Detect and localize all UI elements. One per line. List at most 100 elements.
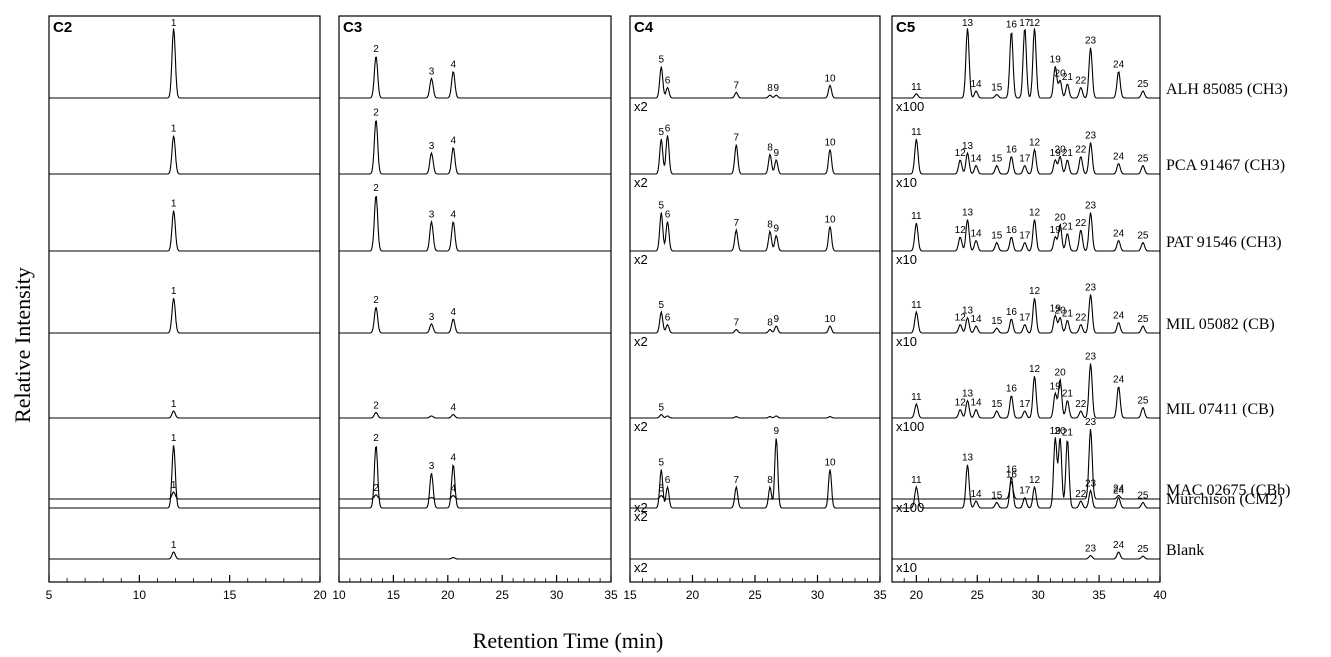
trace-7 [49,551,320,560]
peak-label: 15 [991,154,1003,165]
trace-6 [630,438,880,509]
peak-label: 24 [1113,229,1125,240]
peak-label: 17 [1019,313,1031,324]
peak-label: 8 [767,219,773,230]
trace-6 [339,446,611,509]
multiplier-label: x2 [634,252,648,267]
peak-label: 15 [991,490,1003,501]
panel-frame [629,15,881,583]
x-tick-label: 35 [604,588,618,602]
peak-label: 1 [171,18,177,29]
x-tick-label: 25 [496,588,510,602]
peak-label: 2 [373,183,379,194]
peak-label: 2 [373,107,379,118]
peak-label: 3 [429,210,435,221]
peak-label: 7 [733,133,739,144]
peak-label: 9 [773,83,779,94]
trace-6 [49,445,320,509]
x-tick-label: 25 [748,588,762,602]
peak-label: 4 [450,307,456,318]
peak-label: 1 [171,433,177,444]
multiplier-label: x2 [634,560,648,575]
peak-label: 3 [429,461,435,472]
peak-label: 23 [1085,283,1097,294]
peak-label: 14 [970,79,982,90]
peak-label: 23 [1085,417,1097,428]
peak-label: 1 [171,540,177,551]
peak-label: 2 [373,295,379,306]
peak-label: 24 [1113,540,1125,551]
peak-label: 21 [1062,148,1074,159]
peak-label: 11 [911,211,922,222]
peak-label: 12 [1029,286,1041,297]
peak-label: 11 [911,475,922,486]
peak-label: 1 [171,399,177,410]
panel-title: C3 [343,19,362,36]
x-tick-label: 35 [873,588,887,602]
peak-label: 9 [773,148,779,159]
trace-7 [339,557,611,560]
peak-label: 3 [429,312,435,323]
panel-frame [338,15,612,583]
peak-label: 12 [955,398,967,409]
peak-label: 24 [1113,486,1125,497]
x-axis-label: Retention Time (min) [473,628,664,653]
peak-label: 22 [1075,313,1087,324]
peak-label: 5 [658,201,664,212]
peak-label: 16 [1006,225,1018,236]
peak-label: 22 [1075,489,1087,500]
peak-label: 13 [962,306,974,317]
peak-label: 10 [824,138,836,149]
x-tick-label: 15 [387,588,401,602]
peak-label: 16 [1006,307,1018,318]
trace-1 [49,135,320,175]
peak-label: 15 [991,399,1003,410]
peak-label: 2 [373,483,379,494]
peak-label: 5 [658,458,664,469]
peak-label: 20 [1055,306,1067,317]
trace-5 [339,494,611,500]
x-tick-label: 10 [133,588,147,602]
peak-label: 4 [450,135,456,146]
peak-label: 17 [1019,486,1031,497]
trace-1 [892,138,1160,175]
sample-label: Murchison (CM2) [1166,491,1283,508]
peak-label: 23 [1085,131,1097,142]
peak-label: 7 [733,475,739,486]
trace-4 [339,412,611,419]
peak-label: 9 [773,224,779,235]
peak-label: 16 [1006,20,1018,31]
peak-label: 24 [1113,152,1125,163]
multiplier-label: x10 [896,252,917,267]
x-tick-label: 5 [46,588,53,602]
panel-c2: C2 5 10 15 20 1 1 1 1 1 1 1 1 [46,15,327,602]
multiplier-label: x2 [634,99,648,114]
x-tick-label: 20 [313,588,327,602]
peak-label: 13 [962,389,974,400]
peak-label: 10 [824,215,836,226]
peak-label: 3 [429,66,435,77]
peak-label: 25 [1137,231,1149,242]
multiplier-label: x10 [896,560,917,575]
sample-label: MIL 07411 (CB) [1166,401,1274,418]
peak-label: 17 [1019,18,1031,29]
peak-label: 3 [429,141,435,152]
trace-2 [339,195,611,252]
sample-label: Blank [1166,542,1204,559]
trace-5 [630,494,880,500]
multiplier-label: x2 [634,334,648,349]
peak-label: 10 [824,73,836,84]
peak-label: 25 [1137,544,1149,555]
peak-label: 22 [1075,218,1087,229]
peak-label: 7 [733,318,739,329]
x-tick-label: 20 [441,588,455,602]
peak-label: 15 [991,316,1003,327]
x-tick-label: 20 [686,588,700,602]
peak-label: 13 [962,18,974,29]
peak-label: 7 [733,80,739,91]
multiplier-label: x2 [634,509,648,524]
peak-label: 6 [665,313,671,324]
